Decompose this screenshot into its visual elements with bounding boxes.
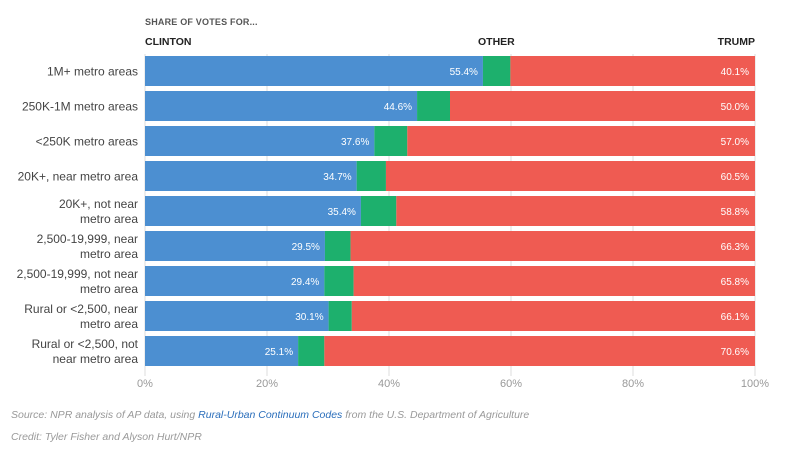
clinton-bar — [145, 266, 325, 296]
trump-value-label: 66.3% — [721, 242, 749, 253]
category-label: 20K+, not near — [59, 197, 138, 211]
other-bar — [356, 161, 386, 191]
trump-bar — [407, 126, 755, 156]
x-tick-label: 60% — [500, 378, 522, 390]
category-label: Rural or <2,500, not — [32, 337, 139, 351]
clinton-column-label: CLINTON — [145, 36, 192, 48]
other-bar — [324, 231, 351, 261]
clinton-value-label: 30.1% — [295, 312, 323, 323]
clinton-value-label: 37.6% — [341, 137, 369, 148]
trump-value-label: 60.5% — [721, 172, 749, 183]
other-column-label: OTHER — [478, 36, 515, 48]
trump-value-label: 65.8% — [721, 277, 749, 288]
clinton-value-label: 35.4% — [328, 207, 356, 218]
x-tick-label: 80% — [622, 378, 644, 390]
clinton-bar — [145, 91, 418, 121]
clinton-value-label: 25.1% — [265, 347, 293, 358]
category-label: 2,500-19,999, not near — [17, 267, 138, 281]
trump-value-label: 50.0% — [721, 102, 749, 113]
credit-note: Credit: Tyler Fisher and Alyson Hurt/NPR — [11, 431, 202, 443]
stacked-bar-chart: 0% 20% 40% 60% 80% 100% 55.4% 40.1% 1M+ metro ar… — [17, 54, 769, 390]
other-bar — [417, 91, 450, 121]
clinton-value-label: 55.4% — [450, 67, 478, 78]
source-note: Source: NPR analysis of AP data, using R… — [11, 409, 529, 421]
chart-supertitle: SHARE OF VOTES FOR... — [145, 17, 258, 27]
clinton-value-label: 29.4% — [291, 277, 319, 288]
category-label: metro area — [80, 317, 138, 331]
other-bar — [482, 56, 511, 86]
trump-bar — [350, 231, 755, 261]
trump-value-label: 66.1% — [721, 312, 749, 323]
category-label: 20K+, near metro area — [18, 170, 139, 184]
category-label: near metro area — [53, 352, 139, 366]
trump-bar — [351, 301, 755, 331]
clinton-bar — [145, 231, 325, 261]
category-label: 2,500-19,999, near — [37, 232, 138, 246]
clinton-bar — [145, 336, 299, 366]
source-prefix: Source: NPR analysis of AP data, using — [11, 409, 199, 421]
trump-value-label: 40.1% — [721, 67, 749, 78]
trump-bar — [396, 196, 755, 226]
trump-bar — [385, 161, 755, 191]
trump-value-label: 58.8% — [721, 207, 749, 218]
other-bar — [324, 266, 354, 296]
source-link[interactable]: Rural-Urban Continuum Codes — [198, 409, 343, 421]
clinton-bar — [145, 196, 361, 226]
clinton-bar — [145, 161, 357, 191]
trump-bar — [450, 91, 755, 121]
trump-column-label: TRUMP — [717, 36, 755, 48]
category-label: <250K metro areas — [36, 135, 138, 149]
x-tick-label: 40% — [378, 378, 400, 390]
clinton-value-label: 44.6% — [384, 102, 412, 113]
source-suffix: from the U.S. Department of Agriculture — [342, 409, 530, 421]
clinton-value-label: 29.5% — [292, 242, 320, 253]
clinton-bar — [145, 56, 483, 86]
trump-bar — [510, 56, 755, 86]
other-bar — [328, 301, 352, 331]
trump-bar — [324, 336, 755, 366]
clinton-value-label: 34.7% — [323, 172, 351, 183]
x-tick-label: 100% — [741, 378, 769, 390]
other-bar — [374, 126, 408, 156]
trump-bar — [353, 266, 755, 296]
category-label: metro area — [80, 212, 138, 226]
category-label: Rural or <2,500, near — [24, 302, 138, 316]
clinton-bar — [145, 301, 329, 331]
other-bar — [298, 336, 325, 366]
clinton-bar — [145, 126, 375, 156]
x-tick-label: 0% — [137, 378, 153, 390]
trump-value-label: 70.6% — [721, 347, 749, 358]
category-label: metro area — [80, 282, 138, 296]
category-label: metro area — [80, 247, 138, 261]
trump-value-label: 57.0% — [721, 137, 749, 148]
category-label: 250K-1M metro areas — [22, 100, 138, 114]
category-label: 1M+ metro areas — [47, 65, 138, 79]
other-bar — [360, 196, 397, 226]
x-tick-label: 20% — [256, 378, 278, 390]
